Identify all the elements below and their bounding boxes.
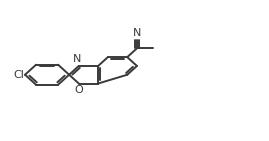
- Text: O: O: [74, 85, 83, 95]
- Text: Cl: Cl: [13, 70, 24, 80]
- Text: N: N: [133, 28, 141, 38]
- Text: N: N: [72, 54, 81, 64]
